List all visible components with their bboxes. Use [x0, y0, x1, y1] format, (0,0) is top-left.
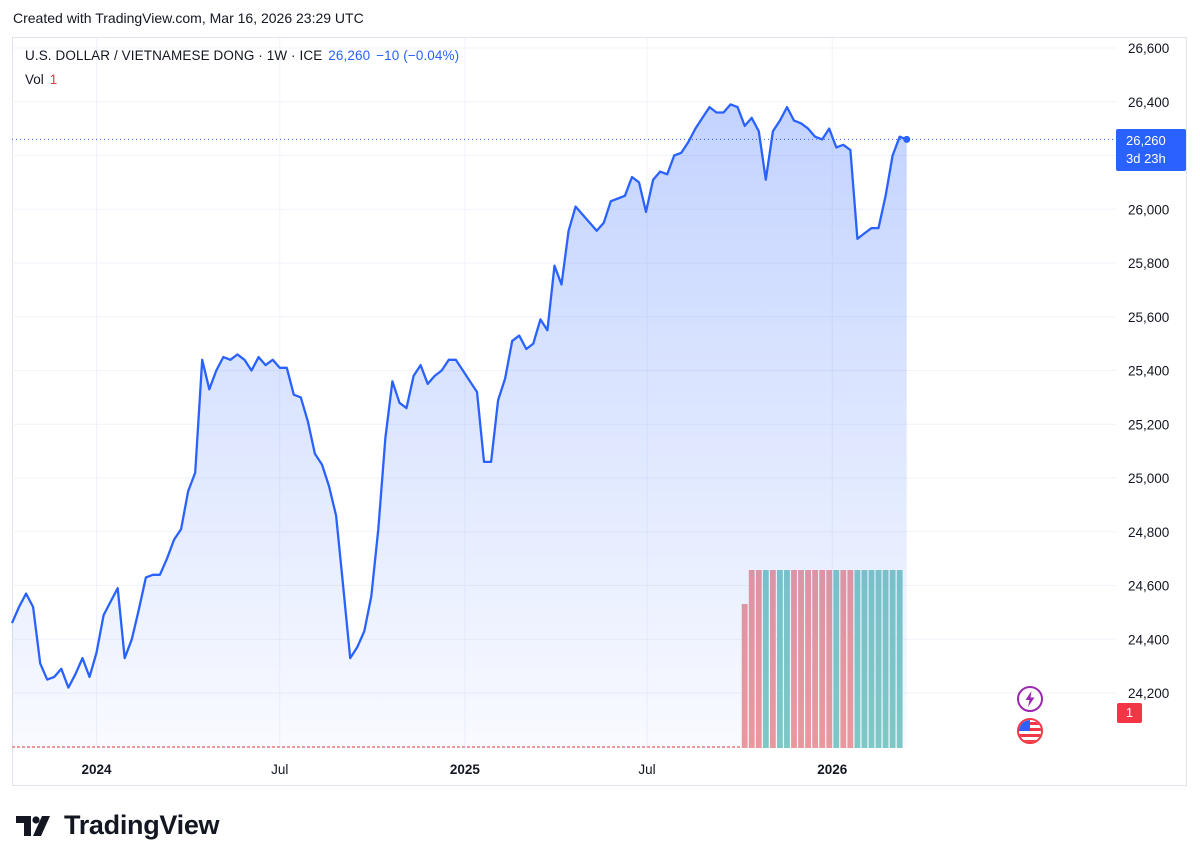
us-flag-event-icon[interactable] [1017, 718, 1043, 744]
last-price-tag-value: 26,260 [1126, 133, 1166, 148]
x-tick-label: Jul [271, 762, 288, 777]
event-bolt-icon[interactable] [1017, 686, 1043, 712]
price-line [10, 103, 908, 689]
y-tick-label: 24,400 [1128, 632, 1169, 647]
x-tick-label: Jul [638, 762, 655, 777]
last-price-dot [903, 135, 911, 143]
x-tick-label: 2026 [817, 762, 848, 777]
x-tick-label: 2025 [450, 762, 481, 777]
y-tick-label: 24,600 [1128, 579, 1169, 594]
bar-countdown: 3d 23h [1126, 151, 1166, 166]
y-tick-label: 26,400 [1128, 95, 1169, 110]
tradingview-logo-icon [16, 815, 50, 836]
volume-tag: 1 [1117, 703, 1142, 723]
legend-price: 26,260 [328, 48, 371, 63]
chart-legend: U.S. DOLLAR / VIETNAMESE DONG · 1W · ICE… [25, 48, 459, 63]
y-tick-label: 25,000 [1128, 471, 1169, 486]
tradingview-logo[interactable]: TradingView [16, 810, 220, 841]
volume-legend: Vol 1 [25, 72, 57, 87]
y-tick-label: 26,000 [1128, 202, 1169, 217]
volume-label[interactable]: Vol [25, 72, 44, 87]
last-price-tag: 26,260 3d 23h [1116, 129, 1186, 171]
price-axis[interactable]: 24,200 24,400 24,600 24,800 25,000 25,200 25,4… [1128, 41, 1169, 701]
y-tick-label: 25,400 [1128, 364, 1169, 379]
price-area-fill [12, 104, 907, 748]
x-tick-label: 2024 [82, 762, 113, 777]
volume-value: 1 [49, 72, 58, 87]
y-tick-label: 25,600 [1128, 310, 1169, 325]
y-tick-label: 25,200 [1128, 417, 1169, 432]
symbol-title[interactable]: U.S. DOLLAR / VIETNAMESE DONG · 1W · ICE [25, 48, 323, 63]
y-tick-label: 26,600 [1128, 41, 1169, 56]
chart-credit: Created with TradingView.com, Mar 16, 20… [13, 10, 364, 26]
y-tick-label: 24,200 [1128, 686, 1169, 701]
chart-frame [12, 37, 1187, 786]
y-tick-label: 25,800 [1128, 256, 1169, 271]
y-tick-label: 24,800 [1128, 525, 1169, 540]
time-axis[interactable]: 2024 Jul 2025 Jul 2026 [82, 762, 848, 777]
tradingview-wordmark: TradingView [64, 810, 220, 840]
legend-change: −10 (−0.04%) [376, 48, 460, 63]
